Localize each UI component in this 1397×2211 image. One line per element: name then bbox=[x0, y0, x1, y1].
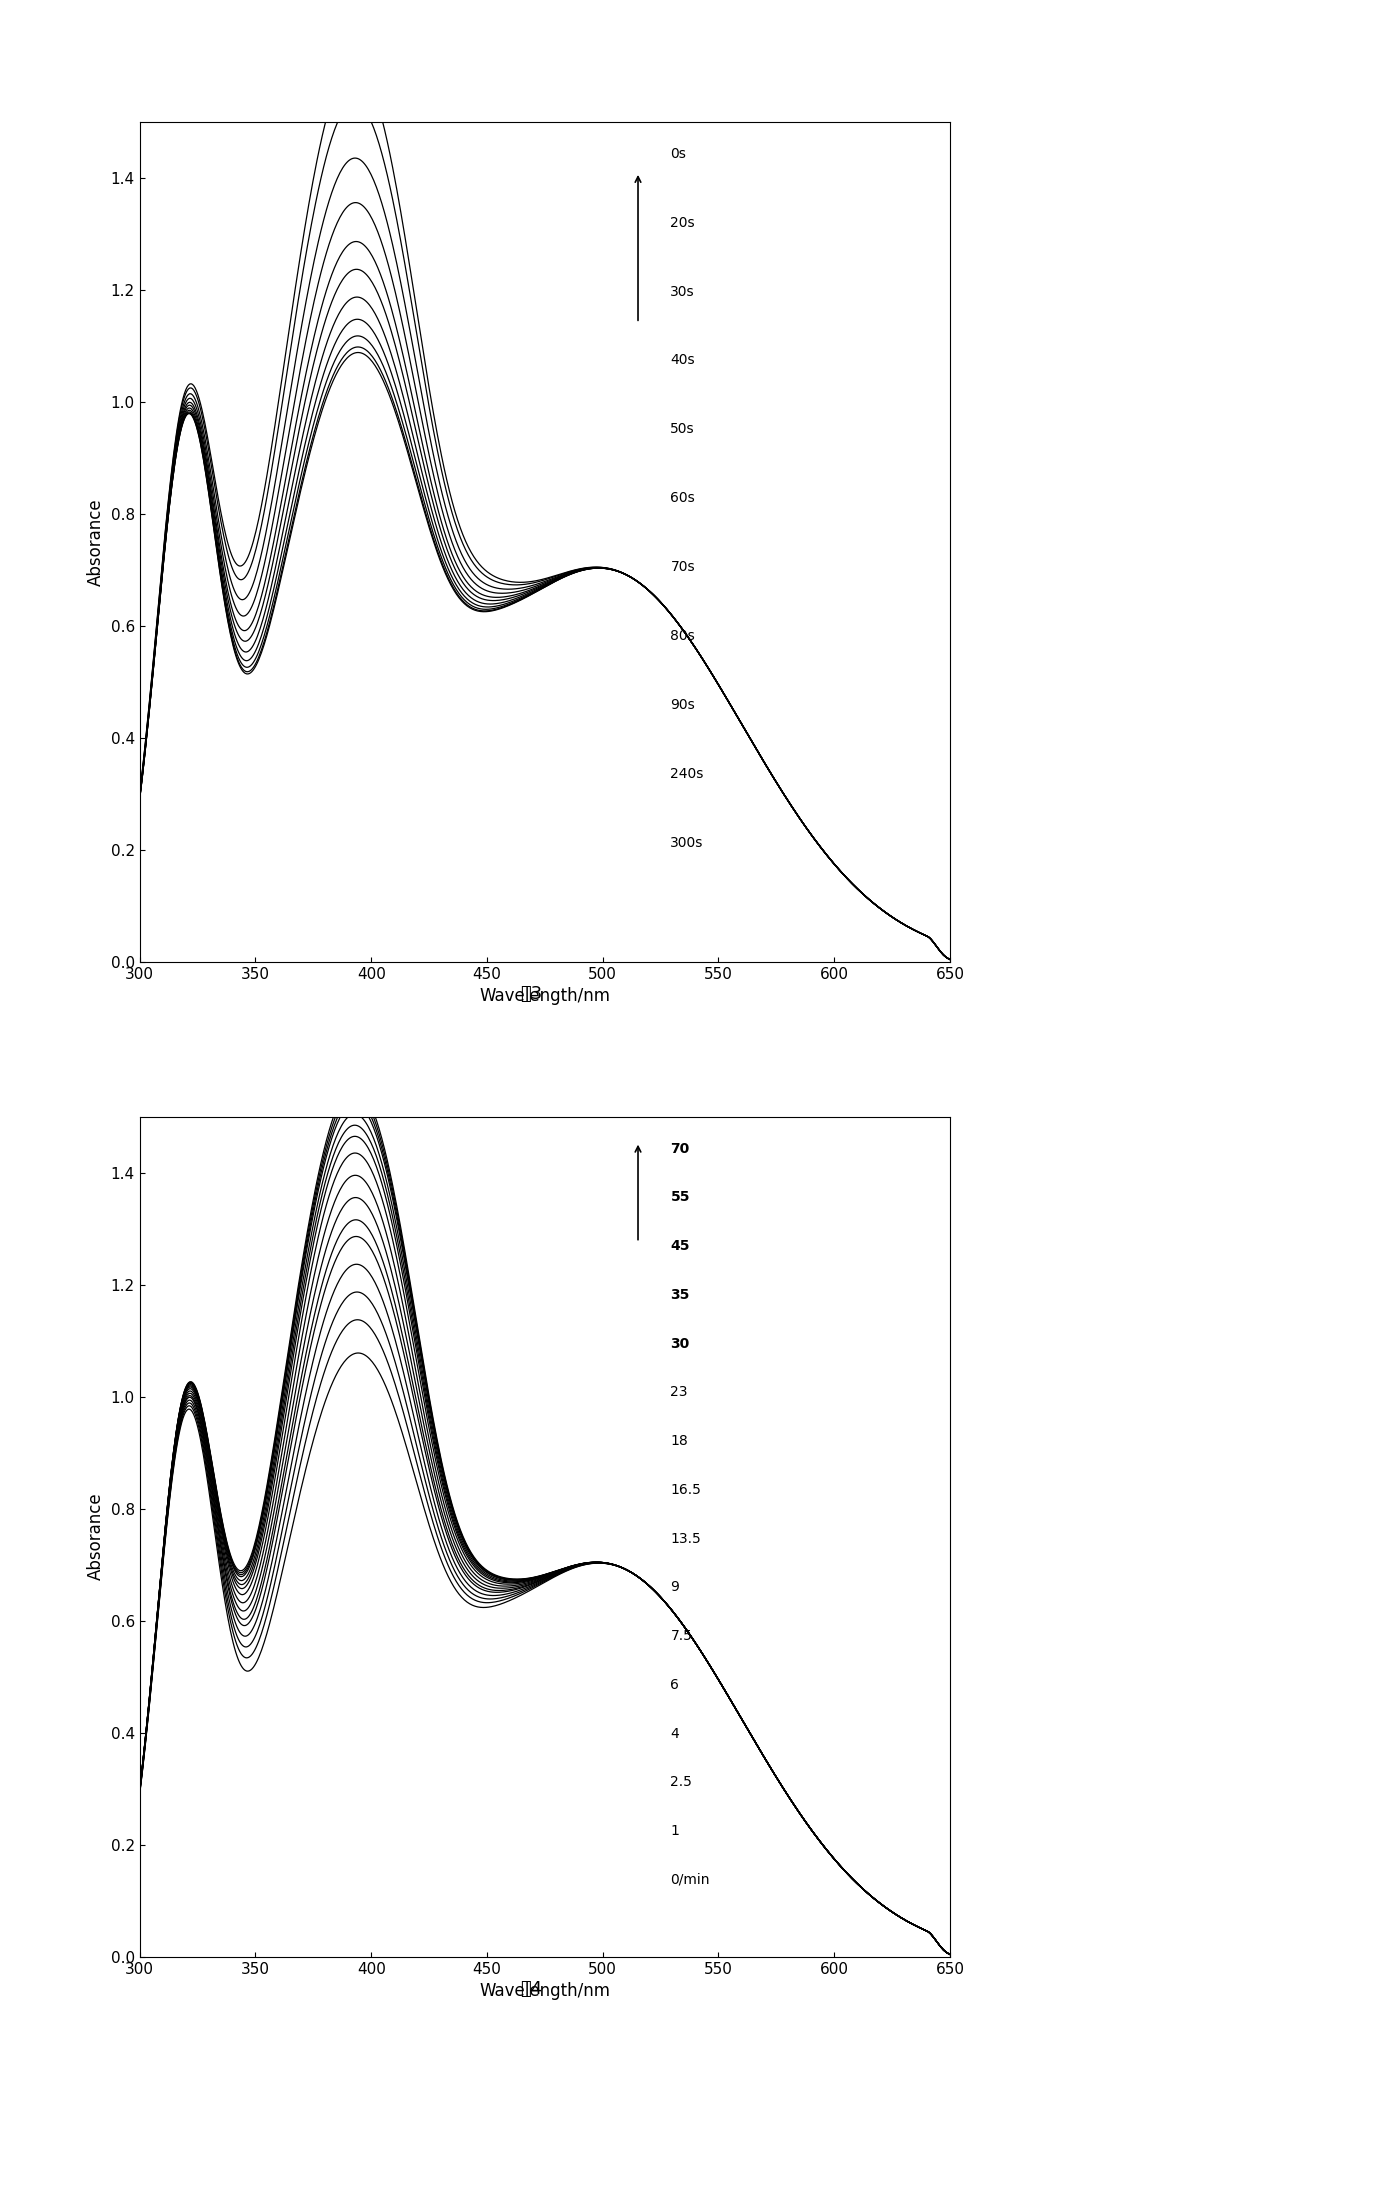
Text: 30: 30 bbox=[671, 1338, 690, 1351]
Text: 35: 35 bbox=[671, 1289, 690, 1302]
Text: 40s: 40s bbox=[671, 354, 696, 367]
Text: 4: 4 bbox=[671, 1727, 679, 1740]
Text: 90s: 90s bbox=[671, 699, 696, 712]
Text: 30s: 30s bbox=[671, 285, 696, 298]
Text: 300s: 300s bbox=[671, 836, 704, 849]
Text: 80s: 80s bbox=[671, 630, 696, 643]
Text: 18: 18 bbox=[671, 1435, 689, 1448]
Text: 1: 1 bbox=[671, 1824, 679, 1837]
Text: 20s: 20s bbox=[671, 217, 696, 230]
Text: 6: 6 bbox=[671, 1678, 679, 1691]
Text: 13.5: 13.5 bbox=[671, 1532, 701, 1545]
Text: 23: 23 bbox=[671, 1386, 687, 1400]
Text: 0/min: 0/min bbox=[671, 1873, 710, 1886]
X-axis label: Wavelength/nm: Wavelength/nm bbox=[479, 1981, 610, 2001]
Text: 45: 45 bbox=[671, 1238, 690, 1254]
X-axis label: Wavelength/nm: Wavelength/nm bbox=[479, 986, 610, 1006]
Text: 240s: 240s bbox=[671, 767, 704, 780]
Text: 55: 55 bbox=[671, 1190, 690, 1205]
Text: 图3: 图3 bbox=[520, 986, 542, 1004]
Text: 50s: 50s bbox=[671, 422, 696, 436]
Text: 70s: 70s bbox=[671, 559, 696, 575]
Text: 16.5: 16.5 bbox=[671, 1484, 701, 1497]
Y-axis label: Absorance: Absorance bbox=[87, 497, 105, 586]
Text: 图4: 图4 bbox=[520, 1981, 542, 1999]
Text: 70: 70 bbox=[671, 1141, 690, 1156]
Text: 2.5: 2.5 bbox=[671, 1775, 693, 1789]
Text: 9: 9 bbox=[671, 1581, 679, 1594]
Text: 7.5: 7.5 bbox=[671, 1630, 693, 1643]
Y-axis label: Absorance: Absorance bbox=[87, 1492, 105, 1581]
Text: 60s: 60s bbox=[671, 491, 696, 506]
Text: 0s: 0s bbox=[671, 146, 686, 161]
